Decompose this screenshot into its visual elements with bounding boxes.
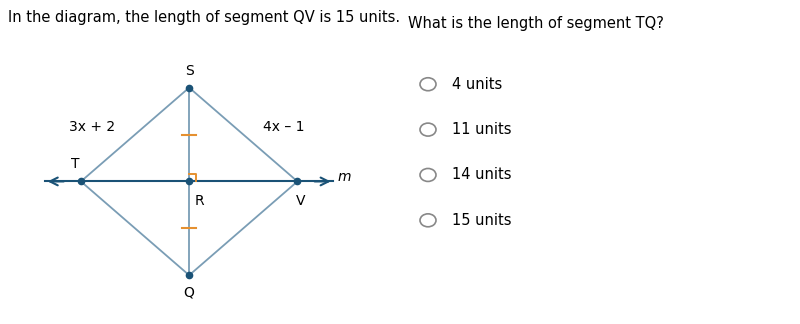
Text: T: T [71, 157, 79, 171]
Text: Q: Q [184, 285, 194, 299]
Text: What is the length of segment TQ?: What is the length of segment TQ? [408, 16, 664, 31]
Text: 15 units: 15 units [452, 213, 511, 228]
Text: In the diagram, the length of segment QV is 15 units.: In the diagram, the length of segment QV… [8, 10, 400, 25]
Text: 11 units: 11 units [452, 122, 511, 137]
Text: 4 units: 4 units [452, 77, 502, 92]
Text: m: m [337, 170, 350, 184]
Text: 3x + 2: 3x + 2 [69, 120, 115, 134]
Text: R: R [195, 194, 205, 208]
Text: V: V [296, 194, 306, 208]
Text: S: S [185, 64, 194, 77]
Text: 4x – 1: 4x – 1 [263, 120, 305, 134]
Text: 14 units: 14 units [452, 168, 511, 182]
